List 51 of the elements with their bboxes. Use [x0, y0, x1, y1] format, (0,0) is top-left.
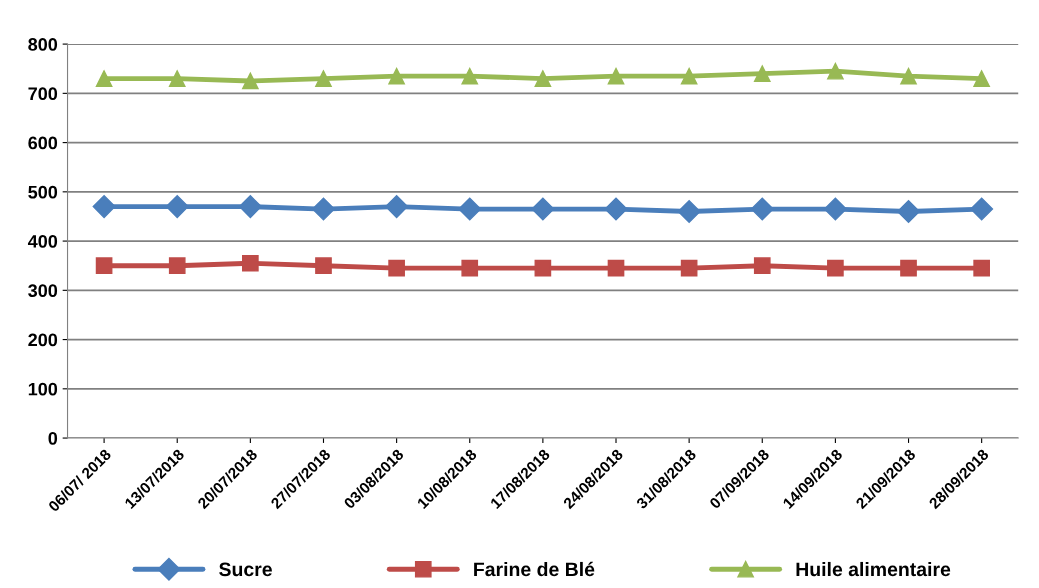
point — [315, 70, 332, 87]
point — [970, 197, 994, 221]
point — [388, 67, 405, 85]
point — [973, 259, 990, 277]
y-tick-label: 600 — [28, 136, 58, 150]
point — [534, 70, 552, 87]
point — [607, 259, 625, 277]
point — [531, 197, 555, 221]
point — [458, 197, 482, 221]
y-tick-label: 200 — [28, 333, 58, 347]
point — [311, 197, 335, 221]
point — [900, 259, 917, 277]
point — [315, 257, 332, 275]
point — [385, 195, 409, 219]
point — [168, 257, 186, 275]
point — [95, 70, 113, 87]
legend-label: Farine de Blé — [474, 561, 595, 577]
point — [242, 254, 259, 272]
y-tick-label: 800 — [28, 38, 58, 51]
point — [461, 67, 479, 85]
point — [607, 67, 625, 85]
point — [242, 72, 259, 90]
point — [165, 195, 189, 219]
point — [168, 70, 186, 87]
point — [461, 259, 479, 277]
legend-label: Sucre — [219, 562, 272, 577]
point — [753, 65, 771, 82]
point — [900, 67, 917, 85]
y-tick-label: 500 — [28, 185, 58, 199]
point — [823, 197, 847, 221]
legend-label: Huile alimentaire — [796, 561, 951, 577]
point — [750, 197, 774, 221]
y-tick-label: 700 — [28, 87, 58, 101]
point — [534, 259, 552, 277]
point — [897, 200, 921, 224]
y-tick-label: 0 — [48, 431, 58, 445]
point — [753, 257, 771, 275]
point — [677, 200, 701, 224]
point — [827, 62, 844, 80]
point — [604, 197, 628, 221]
point — [680, 67, 698, 85]
y-tick-label: 300 — [28, 284, 58, 298]
point — [973, 70, 990, 87]
point — [238, 195, 262, 219]
point — [92, 195, 116, 219]
point — [388, 259, 405, 277]
point — [827, 259, 844, 277]
point — [680, 259, 698, 277]
y-tick-label: 100 — [28, 382, 58, 396]
y-tick-label: 400 — [27, 235, 58, 248]
point — [95, 257, 113, 275]
